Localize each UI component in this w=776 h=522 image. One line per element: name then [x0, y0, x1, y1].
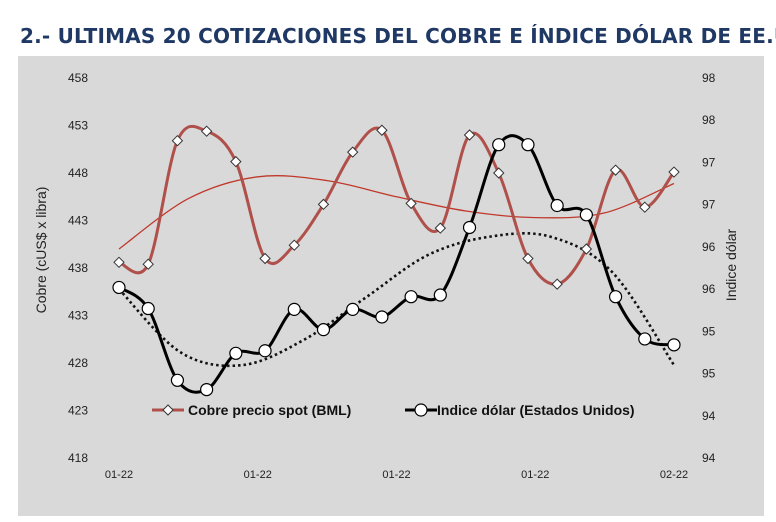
right-axis-ticks: 98 98 97 97 96 96 95 95 94 94: [702, 71, 716, 465]
series-markers: [112, 124, 681, 397]
copper-point: [288, 239, 300, 251]
dollar-point: [375, 310, 389, 324]
copper-point: [376, 124, 388, 136]
dollar-point: [287, 302, 301, 316]
dollar-point: [638, 332, 652, 346]
dollar-point: [462, 220, 477, 235]
dollar-trendline: [118, 232, 676, 368]
copper-point: [346, 146, 359, 158]
left-tick-label: 433: [68, 309, 88, 323]
copper-point: [668, 166, 680, 178]
x-tick-label: 01-22: [244, 469, 272, 481]
legend-dollar-label: Indice dólar (Estados Unidos): [437, 402, 635, 418]
left-tick-label: 448: [68, 166, 88, 180]
left-tick-label: 428: [68, 356, 88, 370]
dollar-point: [200, 383, 214, 397]
copper-point: [434, 222, 447, 234]
copper-point: [171, 134, 184, 147]
left-tick-label: 438: [68, 261, 88, 275]
copper-point: [639, 201, 651, 213]
left-tick-label: 453: [68, 119, 88, 133]
legend: Cobre precio spot (BML) Indice dólar (Es…: [152, 402, 635, 418]
copper-point: [259, 252, 271, 265]
dollar-point: [404, 290, 418, 304]
dollar-point: [229, 346, 243, 360]
left-tick-label: 458: [68, 71, 88, 85]
left-axis-label: Cobre (cUS$ x libra): [33, 187, 49, 314]
copper-point: [142, 258, 154, 270]
legend-copper-marker: [162, 404, 174, 416]
x-axis-ticks: 01-22 01-22 01-22 01-22 02-22: [105, 469, 688, 481]
right-tick-label: 96: [702, 240, 716, 254]
copper-point: [230, 155, 242, 168]
dollar-point: [492, 138, 506, 152]
left-tick-label: 418: [68, 451, 88, 465]
dollar-point: [141, 301, 155, 316]
x-tick-label: 02-22: [660, 469, 688, 481]
copper-point: [551, 278, 563, 290]
copper-point: [317, 198, 330, 211]
legend-dollar-marker: [414, 403, 428, 417]
chart-title: 2.- ULTIMAS 20 COTIZACIONES DEL COBRE E …: [20, 24, 776, 48]
x-tick-label: 01-22: [382, 469, 410, 481]
dollar-point: [316, 323, 331, 337]
plot-area: [18, 56, 764, 516]
copper-point: [493, 167, 505, 179]
dollar-point: [521, 138, 535, 152]
right-tick-label: 95: [702, 324, 716, 338]
dollar-point: [579, 208, 593, 222]
dollar-point: [258, 344, 272, 358]
legend-copper-label: Cobre precio spot (BML): [188, 402, 351, 418]
dollar-point: [433, 288, 447, 302]
right-tick-label: 96: [702, 282, 716, 296]
copper-point: [463, 129, 476, 141]
dollar-point: [667, 338, 681, 352]
copper-point: [522, 252, 534, 265]
x-tick-label: 01-22: [521, 469, 549, 481]
left-tick-label: 423: [68, 404, 88, 418]
left-tick-label: 443: [68, 214, 88, 228]
right-tick-label: 98: [702, 71, 716, 85]
right-tick-label: 98: [702, 113, 716, 127]
dollar-point: [112, 280, 126, 295]
copper-point: [405, 197, 417, 210]
x-tick-label: 01-22: [105, 469, 133, 481]
copper-point: [609, 164, 622, 176]
right-tick-label: 97: [702, 198, 716, 212]
left-axis-ticks: 458 453 448 443 438 433 428 423 418: [68, 71, 88, 465]
dollar-point: [346, 302, 360, 316]
right-tick-label: 94: [702, 409, 716, 423]
dollar-point: [550, 198, 564, 213]
right-tick-label: 97: [702, 155, 716, 169]
copper-point: [580, 243, 593, 255]
right-tick-label: 94: [702, 451, 716, 465]
copper-point: [113, 256, 125, 269]
dollar-point: [170, 373, 185, 387]
right-axis-label: Indice dólar: [723, 228, 739, 301]
copper-point: [200, 125, 213, 137]
dollar-point: [608, 290, 623, 304]
right-tick-label: 95: [702, 367, 716, 381]
